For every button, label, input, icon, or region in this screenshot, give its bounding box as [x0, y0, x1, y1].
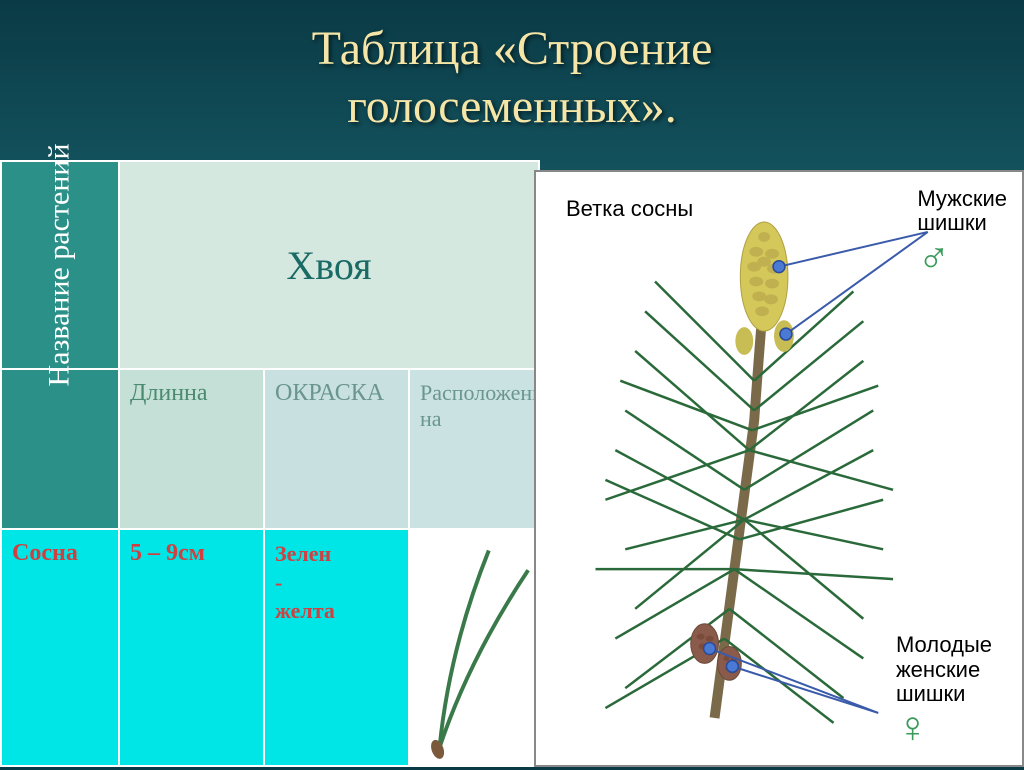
male-label-line1: Мужские [917, 186, 1007, 211]
female-label-line1: Молодые [896, 632, 992, 657]
pine-branch-diagram: Ветка сосны Мужские шишки ♂ Молодые женс… [534, 170, 1024, 767]
female-cone-label: Молодые женские шишки ♀ [896, 633, 992, 750]
table-header-row: Название растений Хвоя [0, 160, 540, 370]
pine-color-line2: - [275, 570, 282, 595]
title-line1: Таблица «Строение [312, 22, 713, 75]
pine-name-cell: Сосна [0, 530, 120, 767]
plant-name-sub-cell [0, 370, 120, 530]
structure-table: Название растений Хвоя Длинна ОКРАСКА Ра… [0, 160, 540, 767]
plant-name-header-text: Название растений [43, 143, 77, 386]
pine-color-line1: Зелен [275, 541, 331, 566]
color-header-text: ОКРАСКА [275, 380, 384, 406]
length-header-text: Длинна [130, 380, 208, 406]
female-symbol-icon: ♀ [896, 703, 929, 752]
color-header-cell: ОКРАСКА [265, 370, 410, 530]
pine-length-cell: 5 – 9см [120, 530, 265, 767]
needle-header-text: Хвоя [286, 242, 371, 289]
table-data-row: Сосна 5 – 9см Зелен - желта [0, 530, 540, 767]
table-subheader-row: Длинна ОКРАСКА Расположение на [0, 370, 540, 530]
title-line2: голосеменных». [347, 80, 677, 133]
male-symbol-icon: ♂ [917, 232, 950, 281]
pine-length-text: 5 – 9см [130, 540, 205, 566]
pine-arrangement-cell [410, 530, 540, 767]
branch-label: Ветка сосны [566, 197, 693, 221]
pine-color-cell: Зелен - желта [265, 530, 410, 767]
length-header-cell: Длинна [120, 370, 265, 530]
plant-name-header-cell: Название растений [0, 160, 120, 370]
pine-color-line3: желта [275, 598, 335, 623]
slide-title: Таблица «Строение голосеменных». [0, 0, 1024, 150]
female-label-line2: женские [896, 657, 980, 682]
arrangement-header-cell: Расположение на [410, 370, 540, 530]
pine-needle-icon [410, 530, 538, 765]
needle-header-cell: Хвоя [120, 160, 540, 370]
pine-name-text: Сосна [12, 540, 78, 566]
male-cone-label: Мужские шишки ♂ [917, 187, 1007, 279]
